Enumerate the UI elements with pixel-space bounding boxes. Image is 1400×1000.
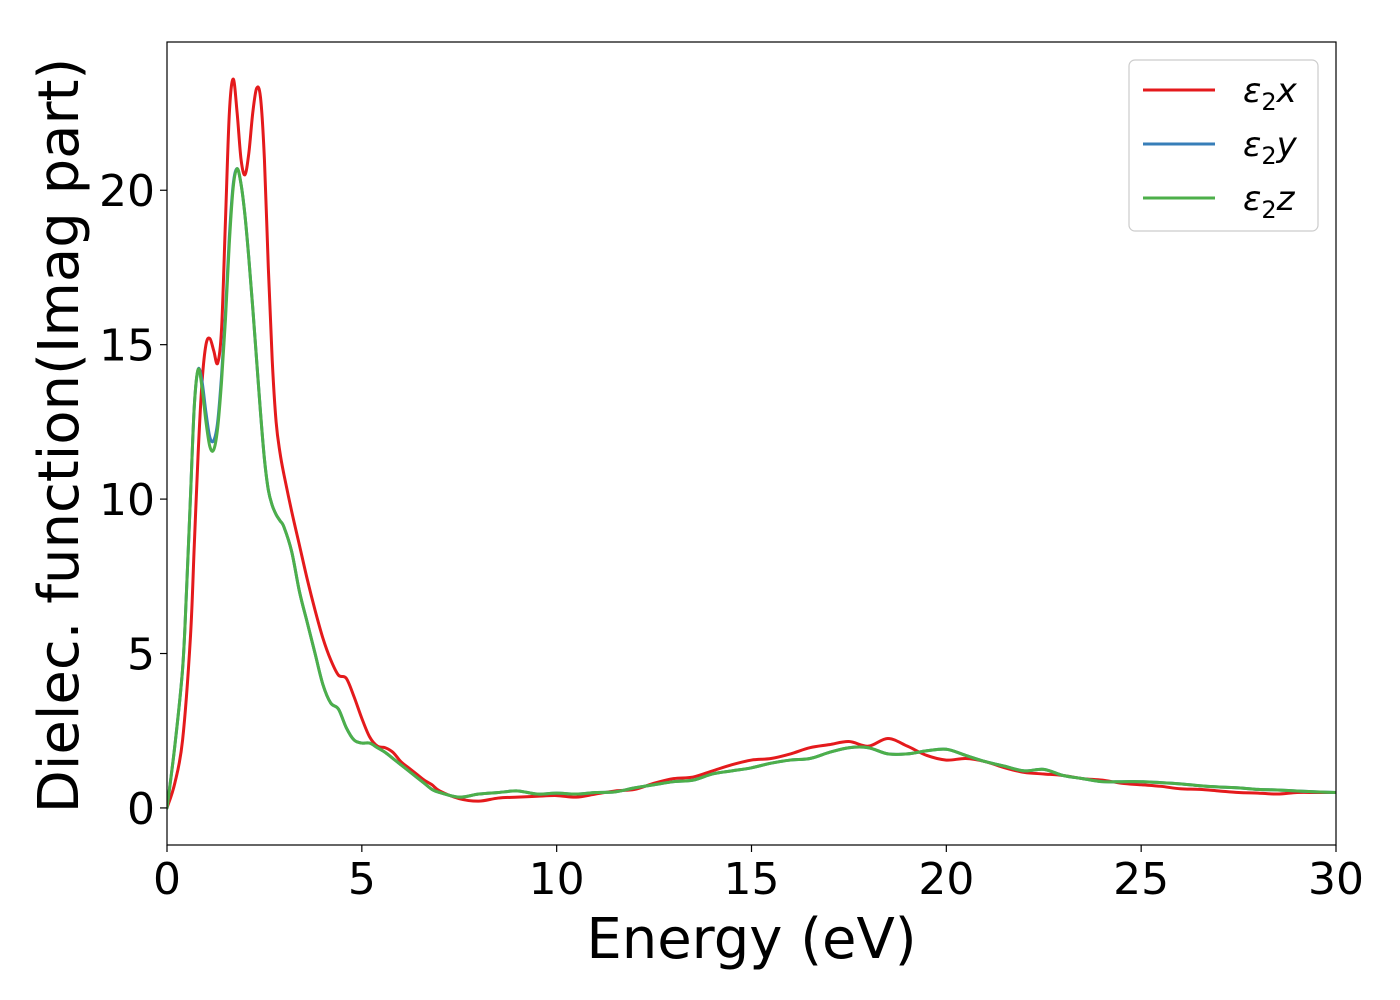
legend-label-y: ε2y [1243,125,1298,170]
y-tick-label: 5 [127,630,155,681]
x-axis: 0 5 10 15 20 25 30 [153,845,1364,905]
series-line-z [167,167,1336,810]
y-tick-label: 10 [99,475,155,526]
y-axis-title: Dielec. function(Imag part) [27,58,92,814]
y-tick-label: 0 [127,784,155,835]
x-axis-title: Energy (eV) [586,907,916,972]
legend-box [1128,59,1319,232]
legend-label-x: ε2x [1243,71,1298,116]
x-tick-label: 20 [918,854,974,905]
legend-label-z: ε2z [1243,179,1296,224]
x-tick-label: 10 [529,854,585,905]
y-tick-label: 15 [99,321,155,372]
x-tick-label: 25 [1113,854,1169,905]
plot-area [167,77,1336,810]
y-tick-label: 20 [99,166,155,217]
x-tick-label: 30 [1308,854,1364,905]
legend: ε2x ε2y ε2z [1128,59,1319,232]
x-tick-label: 0 [153,854,181,905]
x-tick-label: 15 [724,854,780,905]
series-line-x [167,77,1336,810]
y-axis: 0 5 10 15 20 [99,166,167,835]
x-tick-label: 5 [348,854,376,905]
